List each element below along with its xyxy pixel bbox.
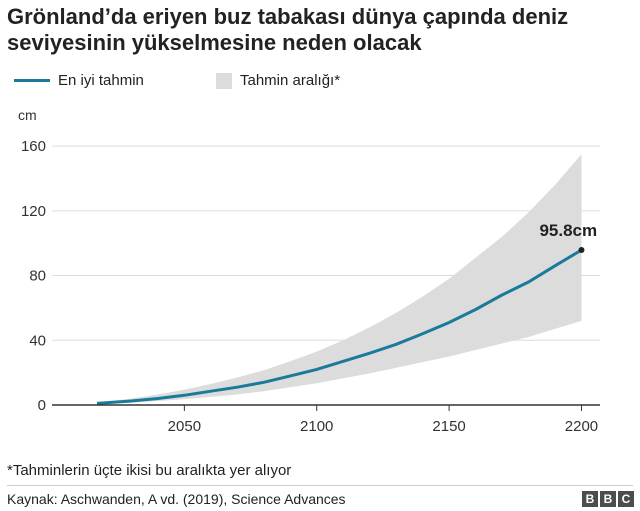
y-tick-label: 160 <box>21 138 46 155</box>
logo-letter: C <box>618 491 634 507</box>
x-tick-label: 2050 <box>168 418 201 435</box>
best-estimate-line <box>96 248 583 405</box>
legend-item-best-estimate: En iyi tahmin <box>14 72 144 89</box>
legend: En iyi tahmin Tahmin aralığı* <box>14 72 614 92</box>
legend-item-range: Tahmin aralığı* <box>216 72 340 89</box>
x-tick-label: 2100 <box>300 418 333 435</box>
y-tick-label: 80 <box>29 268 46 285</box>
y-tick-label: 120 <box>21 203 46 220</box>
footer-divider <box>7 485 633 486</box>
footnote: *Tahminlerin üçte ikisi bu aralıkta yer … <box>7 462 292 479</box>
logo-letter: B <box>600 491 616 507</box>
logo-letter: B <box>582 491 598 507</box>
end-value-label: 95.8cm <box>539 221 597 240</box>
y-axis-unit-label: cm <box>18 107 37 123</box>
end-point-marker <box>578 246 585 253</box>
legend-label-best-estimate: En iyi tahmin <box>58 72 144 89</box>
y-tick-label: 0 <box>38 397 46 414</box>
bbc-logo: B B C <box>582 491 634 507</box>
axes: 0 40 80 120 160 2050 2100 2150 2200 <box>21 138 600 435</box>
line-chart: 0 40 80 120 160 2050 2100 2150 2200 cm 95.8cm <box>18 107 600 435</box>
source-note: Kaynak: Aschwanden, A vd. (2019), Scienc… <box>7 491 346 507</box>
range-band <box>97 154 582 405</box>
legend-label-range: Tahmin aralığı* <box>240 72 341 89</box>
legend-band-swatch <box>216 72 232 89</box>
chart-title: Grönland’da eriyen buz tabakası dünya ça… <box>7 4 569 55</box>
y-tick-label: 40 <box>29 332 46 349</box>
legend-line-swatch <box>14 79 50 82</box>
x-tick-label: 2150 <box>432 418 465 435</box>
x-tick-label: 2200 <box>565 418 598 435</box>
